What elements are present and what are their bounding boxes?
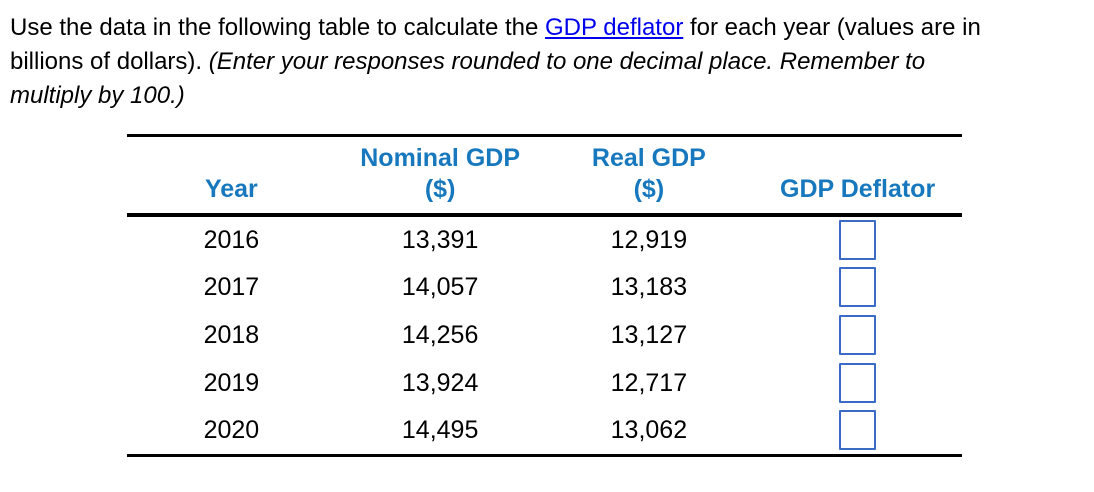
gdp-deflator-cell <box>753 407 962 455</box>
gdp-deflator-input-2016[interactable] <box>839 220 877 260</box>
question-segment: Use the data in the following table to c… <box>10 14 546 41</box>
nominal-gdp-cell: 14,495 <box>401 415 479 444</box>
table-row-2020: 2020 14,495 13,062 <box>127 407 962 455</box>
header-nominal-gdp-title: Nominal GDP <box>360 144 520 172</box>
nominal-gdp-cell: 13,924 <box>401 368 479 397</box>
gdp-deflator-cell <box>753 359 962 407</box>
year-cell: 2017 <box>203 272 260 301</box>
nominal-gdp-cell: 13,391 <box>401 225 479 254</box>
question-segment: for each year (values are in <box>683 14 981 41</box>
header-real-gdp: Real GDP ($) <box>545 136 754 216</box>
gdp-deflator-cell <box>753 215 962 263</box>
gdp-deflator-input-2017[interactable] <box>839 267 877 307</box>
question-instruction-italic: (Enter your responses rounded to one dec… <box>208 48 926 75</box>
header-year: Year <box>204 175 258 203</box>
question-segment: billions of dollars). <box>10 48 209 75</box>
year-cell: 2018 <box>203 320 260 349</box>
header-nominal-gdp: Nominal GDP ($) <box>336 136 545 216</box>
real-gdp-cell: 13,127 <box>610 320 688 349</box>
table-header-row: Year Nominal GDP ($) Real GDP ($) GDP Defl… <box>127 136 962 216</box>
gdp-deflator-cell <box>753 311 962 359</box>
gdp-table: Year Nominal GDP ($) Real GDP ($) GDP Defl… <box>127 134 962 457</box>
table-row-2018: 2018 14,256 13,127 <box>127 311 962 359</box>
gdp-data-table: Year Nominal GDP ($) Real GDP ($) GDP Defl… <box>127 134 962 457</box>
gdp-deflator-input-2020[interactable] <box>839 410 877 451</box>
real-gdp-cell: 13,062 <box>610 415 688 444</box>
header-gdp-deflator: GDP Deflator <box>780 175 936 203</box>
real-gdp-cell: 12,919 <box>610 225 688 254</box>
gdp-deflator-input-2019[interactable] <box>839 363 877 403</box>
header-real-gdp-title: Real GDP <box>591 144 706 172</box>
year-cell: 2020 <box>203 415 260 444</box>
nominal-gdp-cell: 14,057 <box>401 272 479 301</box>
real-gdp-cell: 12,717 <box>610 368 688 397</box>
header-nominal-gdp-unit: ($) <box>424 175 456 203</box>
gdp-deflator-input-2018[interactable] <box>839 315 877 355</box>
gdp-deflator-link[interactable]: GDP deflator <box>545 14 684 41</box>
question-text: Use the data in the following table to c… <box>10 11 1085 113</box>
table-row-2017: 2017 14,057 13,183 <box>127 263 962 311</box>
year-cell: 2019 <box>203 368 260 397</box>
year-cell: 2016 <box>203 225 260 254</box>
real-gdp-cell: 13,183 <box>610 272 688 301</box>
table-row-2016: 2016 13,391 12,919 <box>127 215 962 263</box>
nominal-gdp-cell: 14,256 <box>401 320 479 349</box>
header-real-gdp-unit: ($) <box>633 175 665 203</box>
table-row-2019: 2019 13,924 12,717 <box>127 359 962 407</box>
question-instruction-italic: multiply by 100.) <box>10 82 185 109</box>
gdp-deflator-cell <box>753 263 962 311</box>
